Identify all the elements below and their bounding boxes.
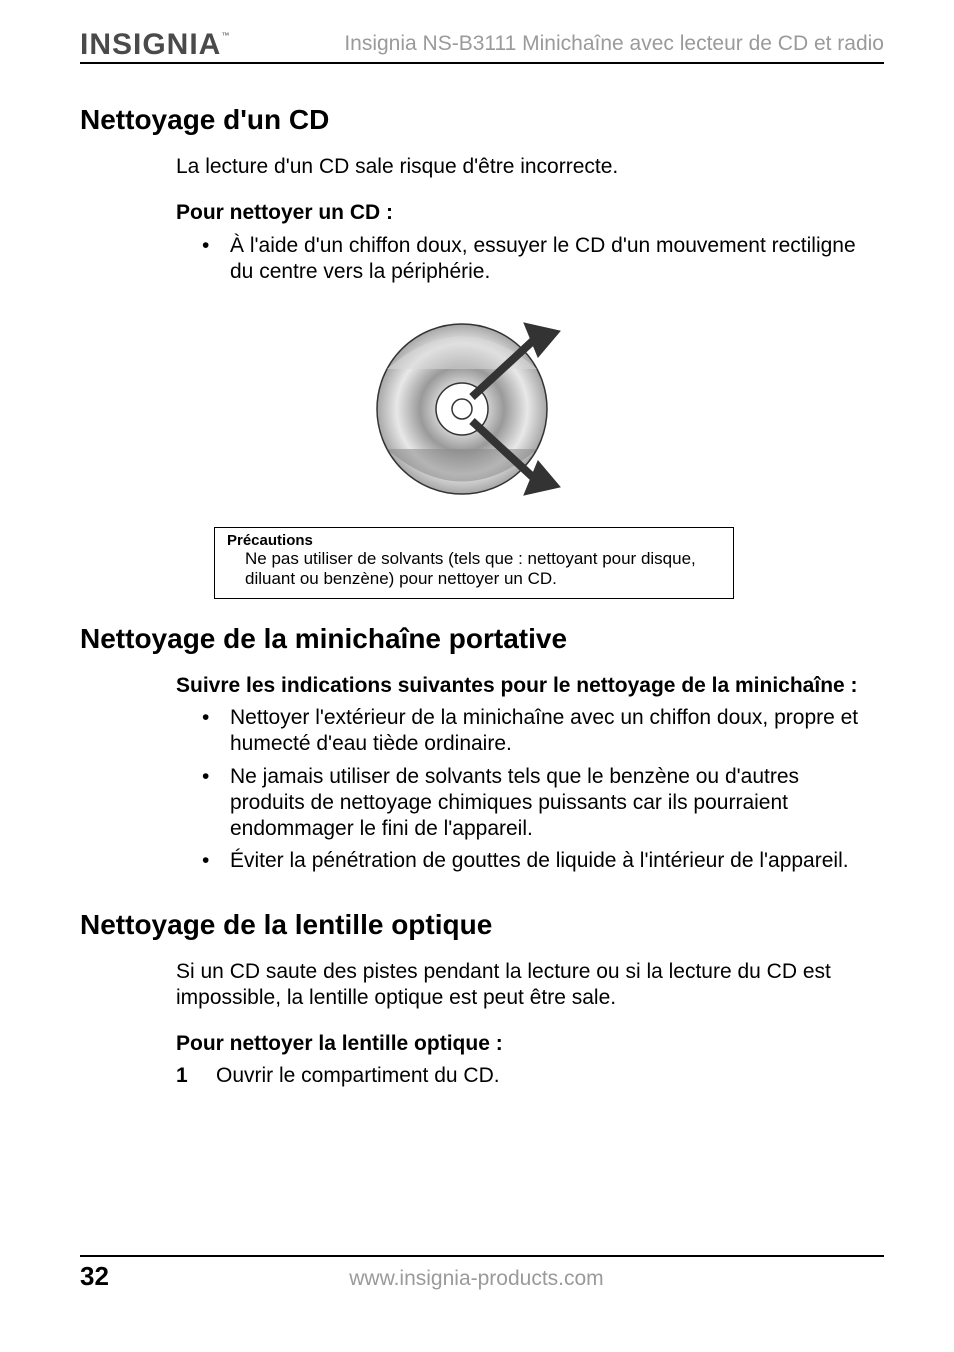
document-title: Insignia NS-B3111 Minichaîne avec lecteu… xyxy=(344,32,884,60)
list-item: 1 Ouvrir le compartiment du CD. xyxy=(176,1063,864,1089)
section-heading-cd: Nettoyage d'un CD xyxy=(80,104,884,136)
lens-steps-list: 1 Ouvrir le compartiment du CD. xyxy=(176,1063,864,1089)
page-number: 32 xyxy=(80,1261,109,1292)
mini-subheading: Suivre les indications suivantes pour le… xyxy=(176,673,864,699)
cd-subheading: Pour nettoyer un CD : xyxy=(176,200,864,226)
footer-url: www.insignia-products.com xyxy=(109,1267,884,1291)
caution-box: Précautions Ne pas utiliser de solvants … xyxy=(214,527,734,599)
list-item: Éviter la pénétration de gouttes de liqu… xyxy=(176,848,864,874)
cd-intro-text: La lecture d'un CD sale risque d'être in… xyxy=(176,154,864,180)
lens-subheading: Pour nettoyer la lentille optique : xyxy=(176,1031,864,1057)
section-heading-lens: Nettoyage de la lentille optique xyxy=(80,909,884,941)
logo-text: INSIGNIA xyxy=(80,28,221,61)
cd-diagram-svg xyxy=(352,309,612,509)
section-heading-mini: Nettoyage de la minichaîne portative xyxy=(80,623,884,655)
caution-body: Ne pas utiliser de solvants (tels que : … xyxy=(245,549,721,590)
brand-logo: INSIGNIA™ xyxy=(80,30,230,60)
caution-title: Précautions xyxy=(227,532,721,549)
step-number: 1 xyxy=(176,1063,188,1089)
logo-trademark: ™ xyxy=(221,31,230,40)
mini-bullet-list: Nettoyer l'extérieur de la minichaîne av… xyxy=(176,705,864,875)
cd-bullet-list: À l'aide d'un chiffon doux, essuyer le C… xyxy=(176,233,864,286)
list-item: Nettoyer l'extérieur de la minichaîne av… xyxy=(176,705,864,758)
cd-cleaning-diagram xyxy=(80,309,884,509)
page-footer: 32 www.insignia-products.com xyxy=(80,1255,884,1292)
list-item: À l'aide d'un chiffon doux, essuyer le C… xyxy=(176,233,864,286)
step-text: Ouvrir le compartiment du CD. xyxy=(216,1064,500,1087)
page-header: INSIGNIA™ Insignia NS-B3111 Minichaîne a… xyxy=(80,30,884,64)
list-item: Ne jamais utiliser de solvants tels que … xyxy=(176,764,864,843)
lens-intro-text: Si un CD saute des pistes pendant la lec… xyxy=(176,959,864,1012)
